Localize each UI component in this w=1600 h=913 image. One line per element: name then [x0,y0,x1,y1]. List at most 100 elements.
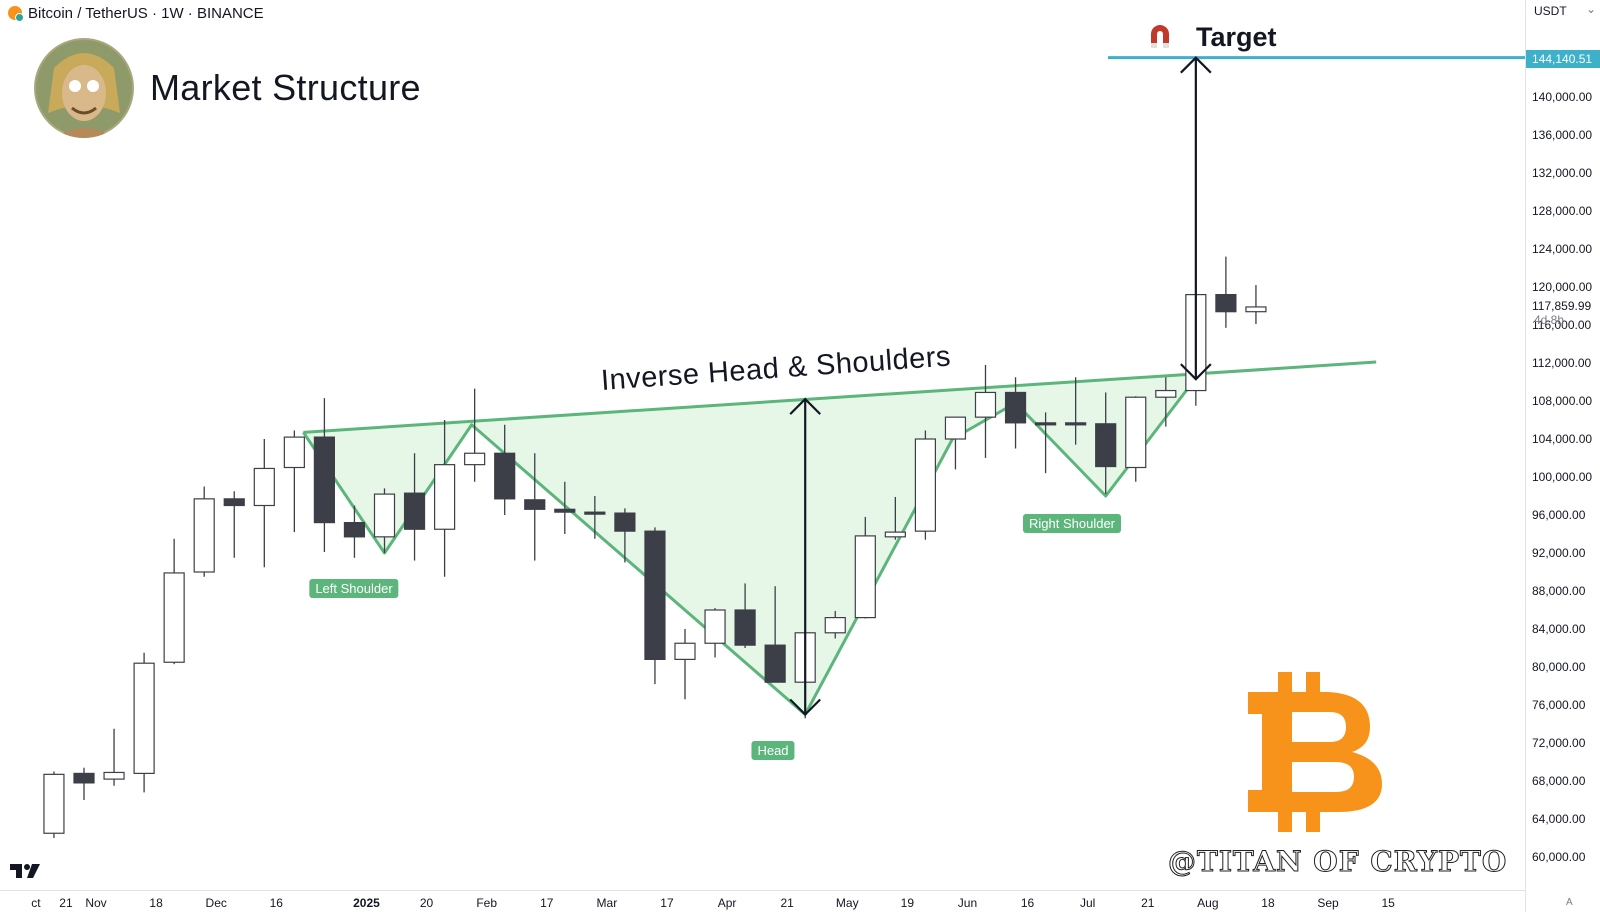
price-tick-label: 84,000.00 [1532,622,1586,636]
target-label: Target [1196,22,1277,52]
left-shoulder-label: Left Shoulder [309,579,399,598]
price-tick-label: 140,000.00 [1532,90,1593,104]
symbol-header: Bitcoin / TetherUS · 1W · BINANCE [0,0,1525,26]
candle-body [253,467,275,507]
candle-body [43,773,65,834]
time-tick-label: 20 [419,896,434,910]
candle-body [103,771,125,780]
candle-body [223,498,245,507]
candle-body [343,521,366,538]
time-tick-label: Aug [1197,896,1219,910]
avatar [34,38,134,138]
time-tick-label: Sep [1317,896,1339,910]
candle-body [1215,294,1237,313]
tradingview-logo[interactable] [10,862,42,885]
target-projection-arrow-head-bottom [1180,363,1212,381]
candle-body [1245,306,1267,313]
time-tick-label: Jun [957,896,978,910]
price-tick-label: 92,000.00 [1532,546,1586,560]
candle-body [193,498,215,573]
price-axis[interactable]: USDT ⌄ 60,000.00 64,000.00 68,000.00 72,000… [1525,0,1600,912]
price-tick-label: 68,000.00 [1532,774,1586,788]
head-measure-arrow-head-top [789,397,821,415]
candle-body [1004,391,1027,424]
candle-body [824,616,846,634]
price-tick-label: 128,000.00 [1532,204,1593,218]
bar-countdown: 4d 8h [1534,313,1565,328]
last-price-label: 117,859.99 [1532,299,1592,314]
time-tick-label: Feb [476,896,497,910]
head-label: Head [751,741,795,760]
pattern-fill [303,374,1193,715]
price-tick-label: 112,000.00 [1532,356,1592,370]
time-tick-label: 19 [900,896,915,910]
right-shoulder-label: Right Shoulder [1023,514,1121,533]
candle-body [704,609,726,644]
magnet-icon [1151,25,1169,48]
time-tick-label: 2025 [353,896,380,910]
time-tick-label: Jul [1079,896,1096,910]
bitcoin-symbol-icon [8,6,24,22]
time-tick-label: 16 [269,896,283,910]
candle-body [584,511,606,515]
time-tick-label: ct [31,896,41,910]
time-tick-label: Apr [717,896,737,910]
time-tick-label: 18 [1261,896,1275,910]
price-tick-label: 64,000.00 [1532,812,1586,826]
candle-body [914,438,937,532]
price-tick-label: 88,000.00 [1532,584,1586,598]
currency-label[interactable]: USDT [1534,4,1567,18]
chart-canvas[interactable] [0,0,1525,890]
price-tick-label: 120,000.00 [1532,280,1593,294]
candle-body [73,772,95,784]
time-tick-label: 21 [1141,896,1155,910]
time-axis[interactable]: ct 21 Nov 18 Dec 16 2025 20 Feb 17 Mar 17 Apr 21 May 19… [0,890,1525,913]
candle-body [884,531,906,538]
time-tick-label: 18 [149,896,163,910]
candle-body [554,508,576,513]
price-tick-label: 124,000.00 [1532,242,1593,256]
candle-body [614,512,636,532]
time-tick-label: 21 [59,896,73,910]
candle-body [944,416,967,440]
candle-body [163,572,185,663]
time-tick-label: May [835,896,859,910]
price-tick-label: 132,000.00 [1532,166,1593,180]
time-tick-label: 15 [1381,896,1395,910]
auto-scale-toggle[interactable]: A [1566,897,1573,908]
candle-body [403,492,426,530]
price-tick-label: 72,000.00 [1532,736,1586,750]
target-price-badge: 144,140.51 [1526,50,1600,68]
time-tick-label: Dec [205,896,227,910]
brand-title: Market Structure [150,67,421,108]
candle-body [133,662,155,775]
price-tick-label: 136,000.00 [1532,128,1593,142]
tradingview-logo-icon [10,864,40,878]
candle-body [283,436,305,469]
candle-body [1065,422,1087,426]
candle-body [674,642,696,660]
brand-block: Market Structure [34,38,421,138]
candle-body [764,644,786,683]
candle-body [313,436,335,524]
price-tick-label: 76,000.00 [1532,698,1586,712]
price-tick-label: 80,000.00 [1532,660,1586,674]
bitcoin-logo [1248,672,1382,832]
time-tick-label: 17 [540,896,554,910]
avatar-illustration [34,38,134,138]
price-tick-label: 96,000.00 [1532,508,1586,522]
candle-body [1095,423,1117,468]
symbol-title[interactable]: Bitcoin / TetherUS · 1W · BINANCE [28,4,264,22]
chevron-down-icon[interactable]: ⌄ [1586,2,1597,16]
candle-body [1125,396,1147,469]
candle-body [974,391,997,418]
candle-body [464,452,486,466]
pattern-path [302,381,1195,716]
candle-body [434,464,456,530]
candle-body [524,499,546,510]
candle-body [854,535,876,619]
candle-body [494,452,516,500]
price-tick-label: 60,000.00 [1532,850,1586,864]
time-tick-label: 17 [660,896,674,910]
head-measure-arrow-head-bottom [789,698,821,717]
